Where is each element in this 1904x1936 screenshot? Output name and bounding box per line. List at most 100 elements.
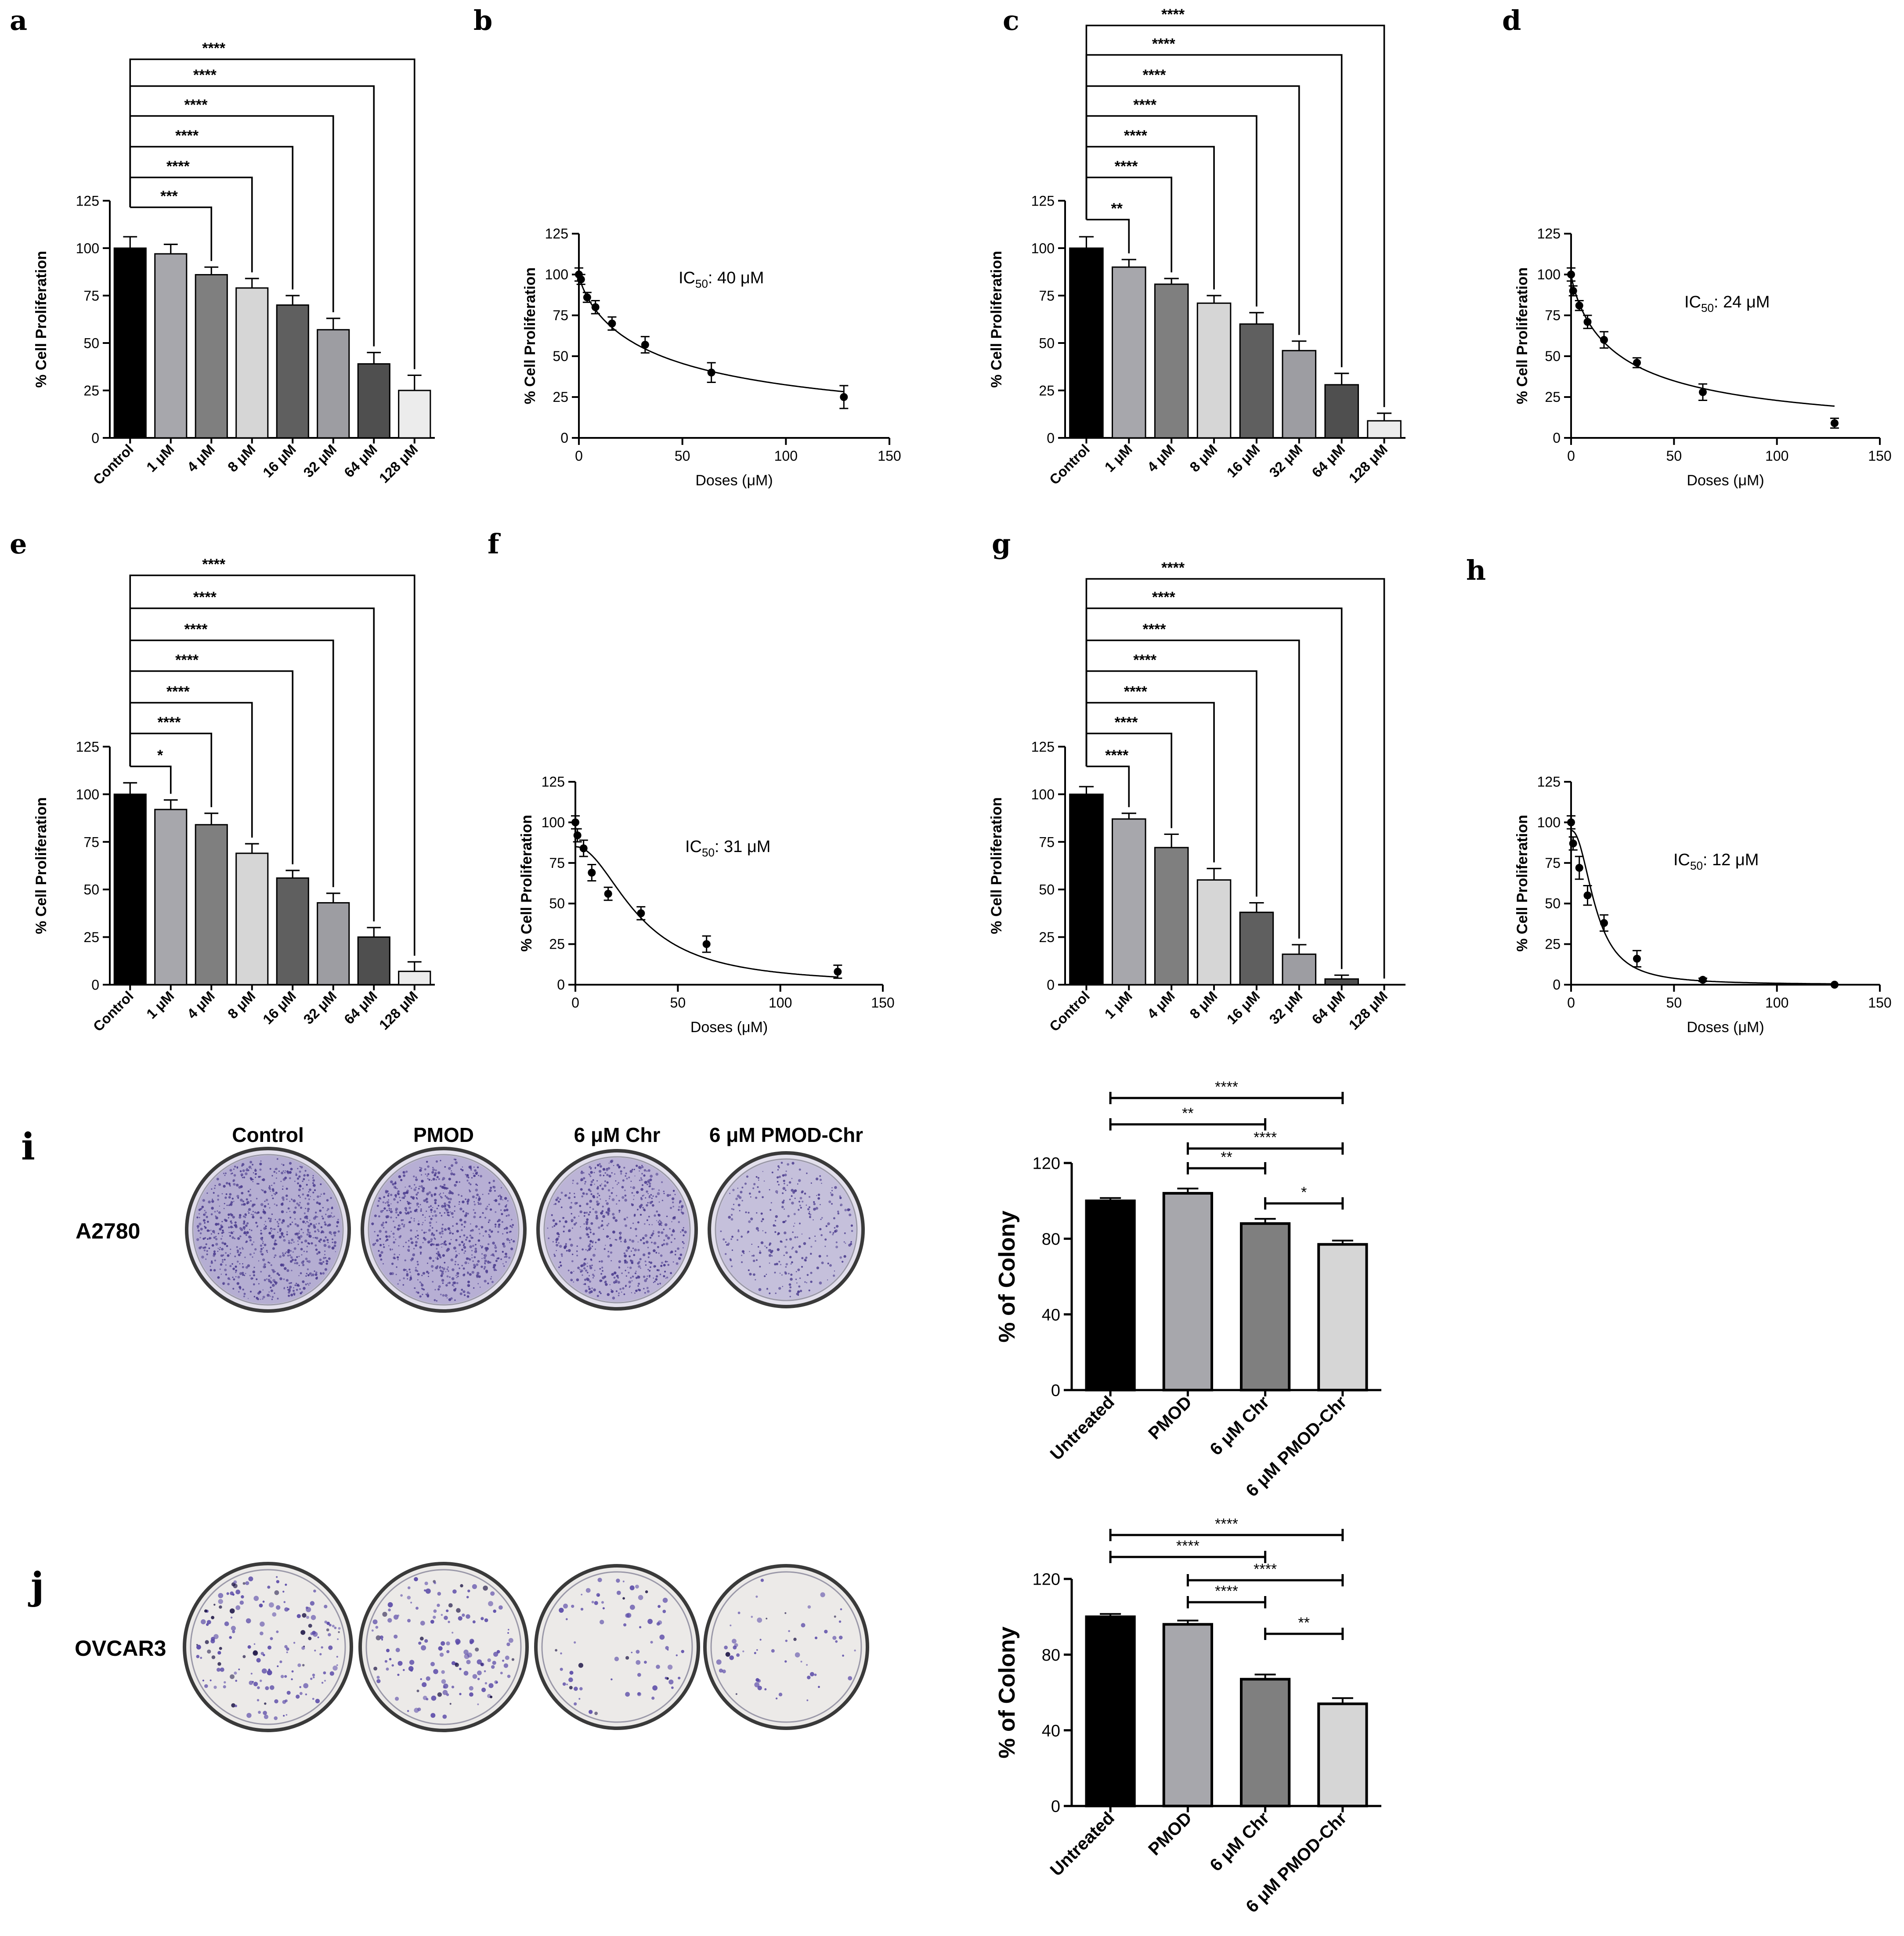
colony-dot — [502, 1199, 503, 1201]
colony-dot — [267, 1279, 271, 1282]
colony-dot — [798, 1168, 801, 1171]
colony-dot — [245, 1214, 247, 1216]
colony-dot — [289, 1282, 291, 1284]
colony-dot — [220, 1224, 223, 1227]
colony-dot — [375, 1625, 379, 1629]
colony-dot — [661, 1245, 663, 1246]
colony-dot — [393, 1198, 396, 1201]
colony-dot — [234, 1671, 237, 1675]
colony-dot — [633, 1169, 635, 1170]
colony-dot — [497, 1231, 499, 1233]
colony-dot — [313, 1184, 316, 1187]
colony-dot — [785, 1189, 787, 1191]
colony-dot — [809, 1216, 811, 1218]
colony-dot — [787, 1163, 789, 1166]
colony-dot — [253, 1267, 255, 1268]
colony-dot — [563, 1217, 565, 1219]
colony-dot — [646, 1170, 648, 1172]
colony-dot — [274, 1699, 278, 1704]
colony-dot — [803, 1242, 806, 1245]
bar-3 — [235, 852, 269, 986]
colony-dot — [419, 1185, 420, 1187]
colony-dot — [583, 1283, 584, 1285]
colony-dot — [441, 1227, 444, 1230]
colony-dot — [733, 1203, 735, 1205]
colony-dot — [204, 1609, 208, 1613]
colony-dot — [206, 1216, 208, 1218]
colony-dot — [463, 1294, 466, 1296]
x-tick-label: 100 — [769, 995, 792, 1011]
colony-dot — [242, 1226, 246, 1229]
colony-dot — [279, 1235, 282, 1239]
colony-dot — [275, 1177, 277, 1179]
colony-dot — [453, 1246, 456, 1250]
colony-dot — [204, 1237, 206, 1239]
colony-dot — [442, 1267, 445, 1271]
x-tick-label: 0 — [1567, 448, 1575, 464]
colony-dot — [201, 1255, 204, 1259]
data-point-7 — [840, 393, 848, 401]
colony-dot — [842, 1654, 844, 1657]
colony-dot — [291, 1270, 293, 1271]
colony-dot — [265, 1686, 269, 1690]
colony-dot — [684, 1231, 687, 1234]
colony-dot — [289, 1254, 291, 1257]
colony-dot — [315, 1248, 318, 1251]
colony-dot — [555, 1241, 557, 1243]
colony-dot — [244, 1216, 246, 1218]
colony-dot — [508, 1629, 509, 1631]
colony-dot — [388, 1199, 389, 1201]
colony-dot — [571, 1202, 572, 1204]
colony-dot — [621, 1186, 624, 1188]
colony-dot — [511, 1226, 513, 1228]
y-tick-label: 25 — [553, 389, 568, 405]
colony-dot — [849, 1243, 853, 1246]
colony-dot — [729, 1192, 730, 1194]
colony-dot — [424, 1639, 428, 1643]
colony-dot — [268, 1217, 270, 1220]
colony-dot — [267, 1261, 269, 1264]
colony-dot — [288, 1289, 291, 1292]
colony-dot — [612, 1297, 615, 1300]
colony-dot — [810, 1280, 813, 1283]
colony-dot — [230, 1201, 233, 1204]
colony-dot — [611, 1260, 612, 1261]
colony-dot — [745, 1211, 747, 1214]
colony-dot — [319, 1196, 321, 1197]
colony-dot — [633, 1199, 634, 1200]
colony-dot — [807, 1676, 811, 1680]
colony-dot — [228, 1183, 231, 1185]
colony-dot — [436, 1207, 438, 1210]
colony-dot — [261, 1189, 262, 1191]
colony-dot — [231, 1703, 235, 1708]
colony-dot — [623, 1252, 626, 1254]
colony-dot — [778, 1693, 783, 1697]
colony-dot — [332, 1625, 335, 1628]
significance-label-4: **** — [193, 67, 217, 83]
y-tick-label: 125 — [542, 774, 565, 790]
colony-dot — [456, 1277, 458, 1279]
colony-dot — [229, 1169, 232, 1172]
colony-dot — [655, 1278, 658, 1281]
colony-dot — [481, 1253, 483, 1255]
colony-dot — [285, 1714, 288, 1716]
colony-dot — [413, 1220, 415, 1222]
colony-dot — [231, 1625, 236, 1631]
colony-dot — [770, 1209, 772, 1211]
colony-dot — [682, 1247, 684, 1249]
colony-dot — [222, 1254, 224, 1256]
colony-dot — [238, 1291, 240, 1293]
colony-dot — [649, 1270, 651, 1272]
colony-dot — [240, 1199, 243, 1202]
colony-dot — [739, 1210, 741, 1212]
colony-dot — [248, 1235, 251, 1239]
colony-dot — [408, 1206, 411, 1210]
colony-dot — [620, 1173, 622, 1175]
colony-header-3: 6 μM PMOD-Chr — [709, 1123, 863, 1146]
colony-dot — [468, 1166, 471, 1169]
x-tick-label-0: Untreated — [1047, 1392, 1118, 1464]
colony-dot — [488, 1221, 490, 1223]
colony-dot — [308, 1636, 312, 1640]
colony-dot — [651, 1204, 654, 1207]
colony-dot — [505, 1655, 509, 1660]
